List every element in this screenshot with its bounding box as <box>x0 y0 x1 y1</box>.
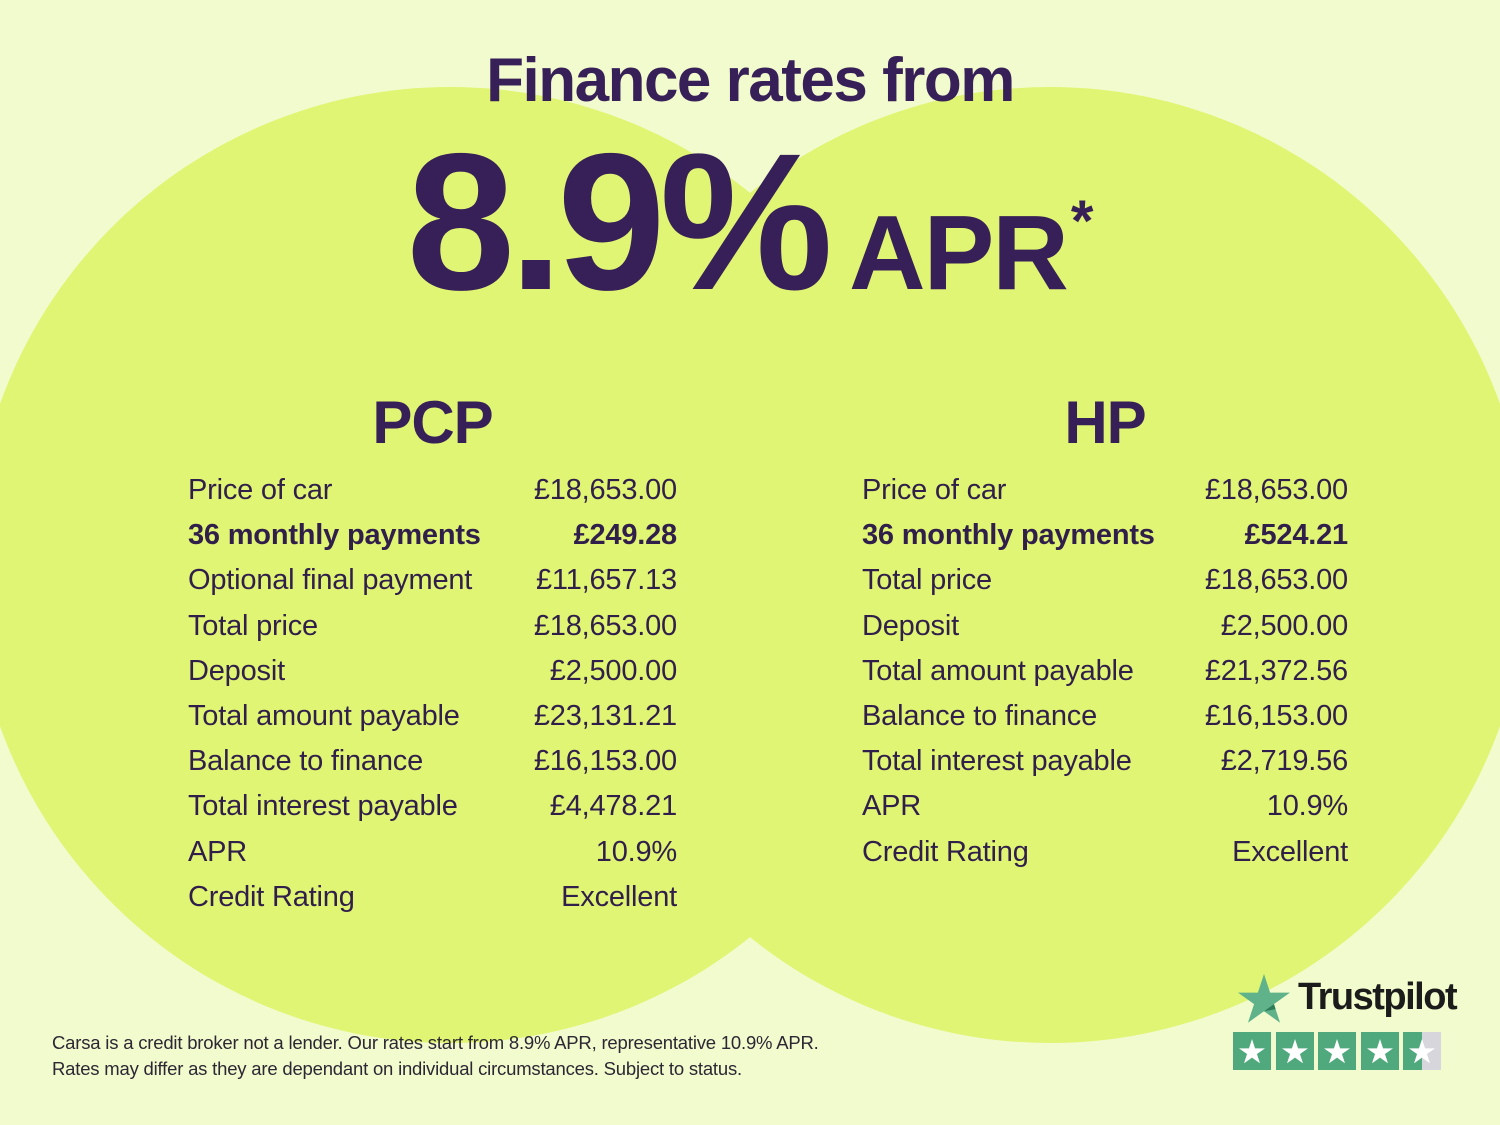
row-label: Credit Rating <box>188 880 355 913</box>
row-label: Total interest payable <box>188 790 458 823</box>
row-label: Price of car <box>862 474 1007 507</box>
row-value: £18,653.00 <box>1204 564 1348 597</box>
rating-star-box <box>1403 1032 1441 1070</box>
table-row: APR 10.9% <box>862 784 1348 829</box>
disclaimer: Carsa is a credit broker not a lender. O… <box>52 1030 819 1082</box>
table-row: Total interest payable £2,719.56 <box>862 739 1348 784</box>
table-row: 36 monthly payments £249.28 <box>188 513 677 558</box>
table-row: Total amount payable £23,131.21 <box>188 694 677 739</box>
table-row: Balance to finance £16,153.00 <box>862 694 1348 739</box>
rating-star-box <box>1233 1032 1271 1070</box>
trustpilot-widget: Trustpilot <box>1233 974 1458 1070</box>
row-value: £2,500.00 <box>549 654 677 687</box>
row-value: £2,500.00 <box>1220 609 1348 642</box>
row-label: Credit Rating <box>862 835 1029 868</box>
table-row: Total amount payable £21,372.56 <box>862 649 1348 694</box>
hp-table-rows: Price of car £18,653.00 36 monthly payment… <box>862 468 1348 875</box>
table-row: APR 10.9% <box>188 830 677 875</box>
page-title: Finance rates from <box>486 46 1015 115</box>
row-value: £524.21 <box>1244 519 1349 552</box>
row-value: £18,653.00 <box>533 609 677 642</box>
row-label: Total amount payable <box>862 654 1134 687</box>
star-icon <box>1366 1038 1393 1064</box>
table-row: Deposit £2,500.00 <box>188 649 677 694</box>
star-icon <box>1281 1038 1308 1064</box>
headline-rate: 8.9% APR * <box>0 125 1500 320</box>
row-label: Balance to finance <box>862 700 1098 733</box>
row-value: £16,153.00 <box>1204 700 1348 733</box>
star-icon <box>1324 1038 1350 1064</box>
rating-star-box <box>1318 1032 1356 1070</box>
row-value: 10.9% <box>595 835 677 868</box>
row-value: 10.9% <box>1266 790 1348 823</box>
row-value: £2,719.56 <box>1220 745 1348 778</box>
row-label: Balance to finance <box>188 745 424 778</box>
row-value: £16,153.00 <box>533 745 677 778</box>
row-label: Price of car <box>188 474 333 507</box>
row-label: 36 monthly payments <box>188 519 481 552</box>
row-label: 36 monthly payments <box>862 519 1155 552</box>
row-value: £18,653.00 <box>533 474 677 507</box>
row-label: APR <box>188 835 248 868</box>
table-row: Optional final payment £11,657.13 <box>188 558 677 603</box>
row-label: Total interest payable <box>862 745 1132 778</box>
pcp-table-rows: Price of car £18,653.00 36 monthly payment… <box>188 468 677 920</box>
hp-table-heading: HP <box>1064 389 1146 456</box>
table-row: Price of car £18,653.00 <box>188 468 677 513</box>
row-label: Optional final payment <box>188 564 473 597</box>
pcp-table: PCP Price of car £18,653.00 36 monthly pay… <box>188 393 677 920</box>
disclaimer-line-2: Rates may differ as they are dependant o… <box>52 1058 742 1079</box>
row-label: Deposit <box>862 609 959 642</box>
row-label: Deposit <box>188 654 285 687</box>
row-label: Total price <box>188 609 318 642</box>
table-row: Balance to finance £16,153.00 <box>188 739 677 784</box>
disclaimer-line-1: Carsa is a credit broker not a lender. O… <box>52 1032 819 1053</box>
table-row: Credit Rating Excellent <box>862 830 1348 875</box>
table-row: 36 monthly payments £524.21 <box>862 513 1348 558</box>
table-row: Price of car £18,653.00 <box>862 468 1348 513</box>
rating-star-box <box>1360 1032 1399 1070</box>
rate-unit: APR <box>849 194 1069 312</box>
row-value: £18,653.00 <box>1204 474 1348 507</box>
table-row: Total price £18,653.00 <box>188 604 677 649</box>
star-icon <box>1409 1038 1435 1064</box>
row-value: £249.28 <box>573 519 678 552</box>
row-label: Total price <box>862 564 992 597</box>
rating-star-box <box>1275 1032 1314 1070</box>
row-value: £21,372.56 <box>1204 654 1348 687</box>
trustpilot-logo: Trustpilot <box>1238 974 1458 1023</box>
background-circle-right <box>572 87 1500 1043</box>
row-value: Excellent <box>561 880 677 913</box>
row-value: £23,131.21 <box>533 700 677 733</box>
row-value: £4,478.21 <box>549 790 677 823</box>
row-value: £11,657.13 <box>536 564 677 597</box>
rate-value: 8.9% <box>406 113 833 331</box>
table-row: Deposit £2,500.00 <box>862 604 1348 649</box>
hp-table: HP Price of car £18,653.00 36 monthly paym… <box>862 393 1348 875</box>
trustpilot-rating-stars <box>1233 1032 1441 1070</box>
row-label: APR <box>862 790 922 823</box>
pcp-table-heading: PCP <box>372 389 493 456</box>
footnote-marker: * <box>1070 189 1094 254</box>
table-row: Total price £18,653.00 <box>862 558 1348 603</box>
trustpilot-star-icon <box>1238 974 1290 1023</box>
trustpilot-wordmark: Trustpilot <box>1298 975 1458 1018</box>
row-value: Excellent <box>1232 835 1348 868</box>
table-row: Total interest payable £4,478.21 <box>188 784 677 829</box>
table-row: Credit Rating Excellent <box>188 875 677 920</box>
star-icon <box>1239 1038 1265 1064</box>
row-label: Total amount payable <box>188 700 460 733</box>
